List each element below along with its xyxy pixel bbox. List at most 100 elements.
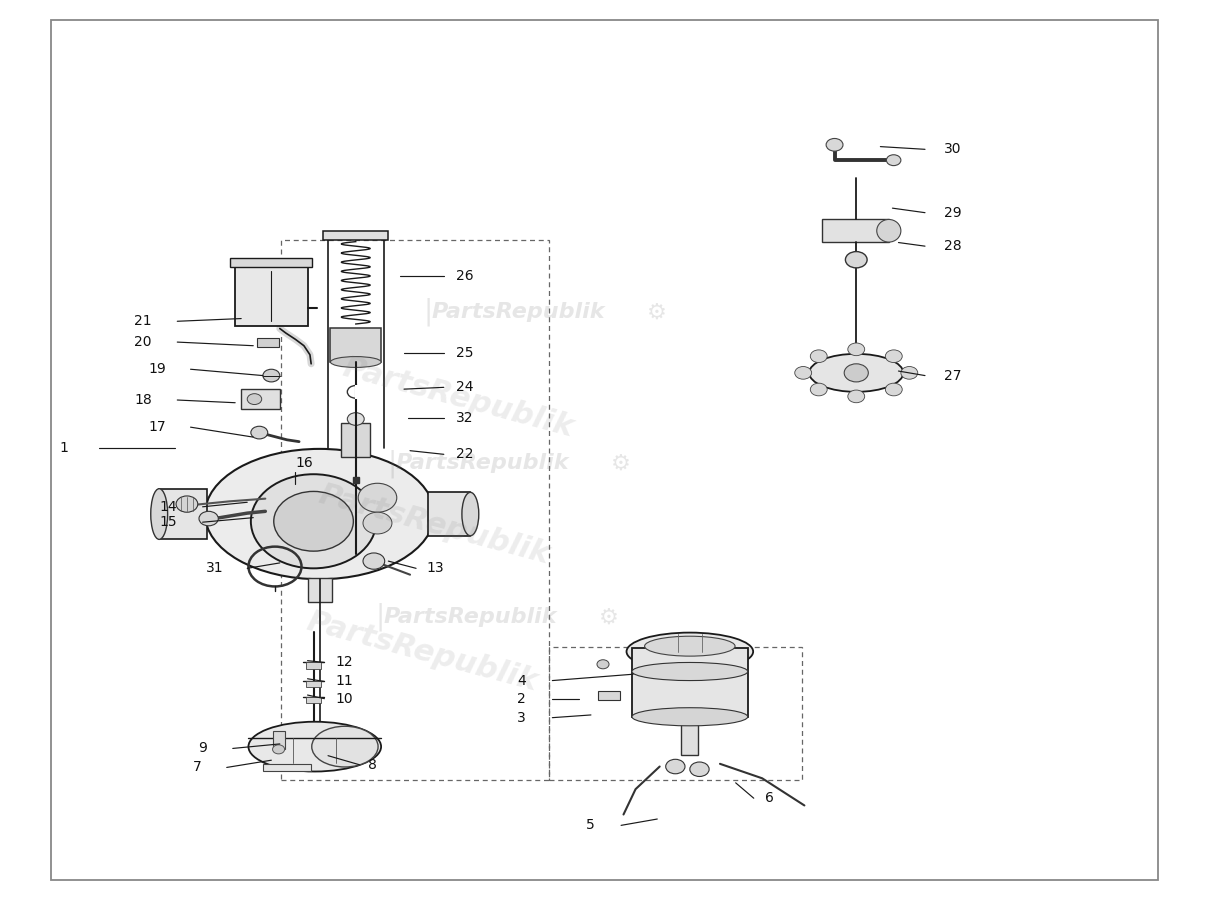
Circle shape xyxy=(274,491,353,551)
Bar xyxy=(263,764,311,771)
Circle shape xyxy=(263,369,280,382)
Text: 5: 5 xyxy=(586,818,595,833)
Bar xyxy=(549,647,802,780)
Circle shape xyxy=(273,745,285,754)
Ellipse shape xyxy=(248,722,381,771)
Ellipse shape xyxy=(626,633,753,671)
Ellipse shape xyxy=(311,726,379,767)
Bar xyxy=(822,219,889,242)
Text: 13: 13 xyxy=(427,561,445,576)
Circle shape xyxy=(690,762,709,776)
Circle shape xyxy=(597,660,609,669)
Circle shape xyxy=(810,350,827,363)
Text: 26: 26 xyxy=(456,269,474,283)
Circle shape xyxy=(795,367,812,379)
Text: ⚙: ⚙ xyxy=(648,302,667,322)
Bar xyxy=(257,338,279,347)
Circle shape xyxy=(247,394,262,405)
Circle shape xyxy=(347,413,364,425)
Bar xyxy=(632,648,748,717)
Text: 3: 3 xyxy=(517,710,526,725)
Text: 17: 17 xyxy=(148,420,166,434)
Circle shape xyxy=(885,383,902,395)
Bar xyxy=(235,267,308,326)
Bar xyxy=(273,731,285,749)
Text: 11: 11 xyxy=(335,674,353,689)
Bar xyxy=(323,231,388,240)
Circle shape xyxy=(176,496,198,512)
Ellipse shape xyxy=(462,492,479,536)
Ellipse shape xyxy=(877,219,901,242)
Text: 18: 18 xyxy=(134,393,152,407)
Text: 30: 30 xyxy=(944,142,962,157)
Text: 31: 31 xyxy=(205,561,223,576)
Bar xyxy=(230,258,312,267)
Text: |: | xyxy=(387,449,397,478)
Circle shape xyxy=(199,511,218,526)
Text: 28: 28 xyxy=(944,239,962,253)
Bar xyxy=(681,715,698,755)
Text: 8: 8 xyxy=(368,757,376,772)
Bar xyxy=(341,423,370,457)
Circle shape xyxy=(251,474,376,568)
Circle shape xyxy=(826,138,843,151)
Circle shape xyxy=(810,383,827,395)
Text: 1: 1 xyxy=(60,441,69,455)
Text: PartsRepublik: PartsRepublik xyxy=(340,353,576,443)
Text: PartsRepublik: PartsRepublik xyxy=(384,607,557,627)
Text: 29: 29 xyxy=(944,205,962,220)
Text: |: | xyxy=(423,298,433,327)
Circle shape xyxy=(666,759,685,774)
Text: 12: 12 xyxy=(335,655,353,670)
Text: ⚙: ⚙ xyxy=(599,607,619,627)
Circle shape xyxy=(848,390,865,403)
Ellipse shape xyxy=(205,449,434,579)
Bar xyxy=(598,691,620,700)
Circle shape xyxy=(848,343,865,356)
Bar xyxy=(308,578,332,602)
Text: 25: 25 xyxy=(456,346,474,360)
Text: 20: 20 xyxy=(134,335,152,349)
Bar xyxy=(241,389,280,409)
Ellipse shape xyxy=(330,357,381,367)
Text: 22: 22 xyxy=(456,447,474,462)
Circle shape xyxy=(363,512,392,534)
Text: ⚙: ⚙ xyxy=(611,453,631,473)
Text: 6: 6 xyxy=(765,791,773,805)
Text: PartsRepublik: PartsRepublik xyxy=(316,480,552,570)
Bar xyxy=(306,662,321,669)
Ellipse shape xyxy=(809,354,903,392)
Bar xyxy=(281,240,549,780)
Text: 2: 2 xyxy=(517,691,526,706)
Circle shape xyxy=(845,252,867,268)
Text: 16: 16 xyxy=(295,456,314,471)
Text: 19: 19 xyxy=(148,362,166,376)
Ellipse shape xyxy=(644,636,734,656)
Circle shape xyxy=(844,364,868,382)
Text: PartsRepublik: PartsRepublik xyxy=(432,302,605,322)
Text: 7: 7 xyxy=(193,760,201,775)
Text: PartsRepublik: PartsRepublik xyxy=(304,606,540,697)
Circle shape xyxy=(363,553,385,569)
Text: 15: 15 xyxy=(159,515,177,529)
Text: 14: 14 xyxy=(159,500,177,514)
Circle shape xyxy=(885,350,902,363)
Bar xyxy=(428,492,470,536)
Ellipse shape xyxy=(151,489,168,539)
Ellipse shape xyxy=(632,662,748,681)
Circle shape xyxy=(886,155,901,166)
Bar xyxy=(306,681,321,687)
Text: PartsRepublik: PartsRepublik xyxy=(396,453,569,473)
Text: 9: 9 xyxy=(199,741,207,756)
Text: 10: 10 xyxy=(335,691,353,706)
Bar xyxy=(306,697,321,703)
Text: |: | xyxy=(375,603,385,632)
Text: 4: 4 xyxy=(517,673,526,688)
Circle shape xyxy=(251,426,268,439)
Ellipse shape xyxy=(632,708,748,726)
Bar xyxy=(159,489,207,539)
Circle shape xyxy=(358,483,397,512)
Text: 27: 27 xyxy=(944,368,962,383)
Bar xyxy=(355,385,367,399)
Text: 21: 21 xyxy=(134,314,152,329)
